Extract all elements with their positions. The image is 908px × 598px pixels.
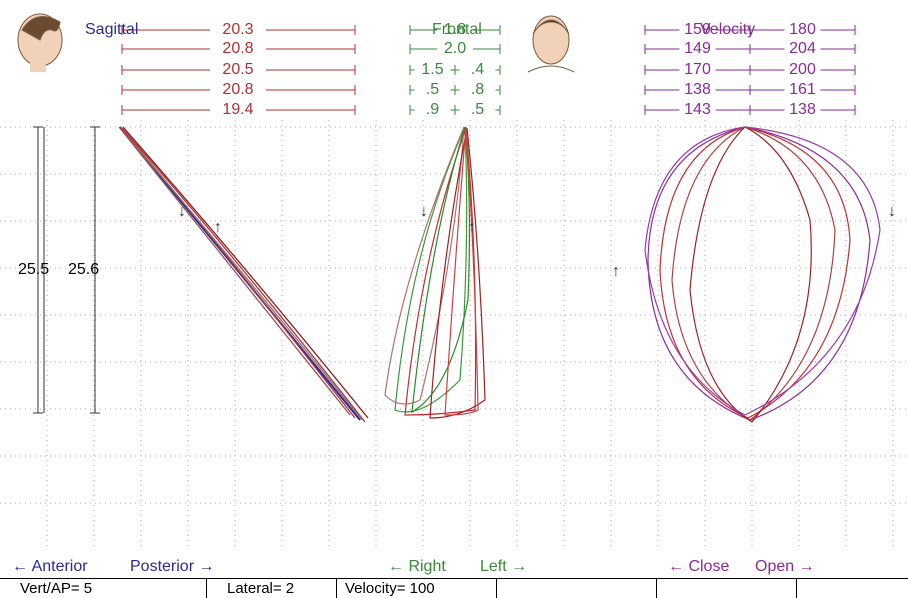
label-bg [414,61,451,79]
vertical-bars [33,126,100,414]
label-bg [210,61,266,79]
velocity-value: 138 [684,81,711,98]
svg-text:↑: ↑ [214,219,222,236]
tracking-view: 25.5 25.6 ↓ ↑ ↓ ↑ ↑ ↓ ← Anterior Posterior →… [0,13,908,575]
sagittal-value: 20.3 [222,21,253,38]
sagittal-title: Sagittal [85,21,138,38]
sagittal-value: 20.8 [222,81,253,98]
label-bg [679,40,716,58]
frontal-value: 2.0 [444,40,466,57]
svg-text:↑: ↑ [612,263,620,280]
direction-label: Posterior → [130,558,214,575]
label-bg [459,61,496,79]
status-cell: Velocity= 100 [337,579,497,598]
svg-text:↓: ↓ [888,203,896,220]
velocity-value: 138 [789,101,816,118]
vertical-value: 25.5 [18,261,49,278]
velocity-value: 143 [684,101,711,118]
label-bg [437,21,473,39]
direction-label: Left → [480,558,527,575]
velocity-value: 180 [789,21,816,38]
frontal-value: .5 [471,101,484,118]
frontal-value: .5 [426,81,439,98]
sagittal-value: 20.8 [222,40,253,57]
front-face [527,15,575,73]
label-bg [679,101,716,119]
frontal-value: .4 [471,61,484,78]
sagittal-value: 19.4 [222,101,253,118]
label-bg [459,81,496,99]
frontal-traces [384,126,486,419]
svg-text:↑: ↑ [468,219,476,236]
label-bg [784,101,821,119]
status-bar: Vert/AP= 5 Lateral= 2 Velocity= 100 [0,578,908,598]
status-cell [657,579,797,598]
velocity-title: Velocity [700,21,755,38]
direction-label: ← Close [668,558,729,575]
velocity-value: 204 [789,40,816,57]
velocity-value: 200 [789,61,816,78]
direction-label: ← Anterior [12,558,88,575]
label-bg [414,81,451,99]
velocity-traces [644,126,881,423]
label-bg [784,21,821,39]
frontal-value: 1.5 [421,61,443,78]
label-bg [784,40,821,58]
label-bg [210,40,266,58]
label-bg [210,21,266,39]
velocity-value: 149 [684,40,711,57]
status-cell [497,579,657,598]
svg-text:↓: ↓ [420,203,428,220]
label-bg [437,40,473,58]
grid [0,120,908,550]
label-bg [679,81,716,99]
label-bg [784,81,821,99]
frontal-value: 1.8 [444,21,466,38]
frontal-value: .9 [426,101,439,118]
svg-text:↓: ↓ [178,203,186,220]
sagittal-value: 20.5 [222,61,253,78]
label-bg [210,81,266,99]
sagittal-traces [118,126,369,423]
status-cell: Lateral= 2 [207,579,337,598]
label-bg [679,61,716,79]
direction-arrows: ↓ ↑ ↓ ↑ ↑ ↓ [178,203,896,280]
velocity-value: 170 [684,61,711,78]
frontal-value: .8 [471,81,484,98]
profile-face [17,13,63,72]
label-bg [210,101,266,119]
frontal-title: Frontal [432,21,482,38]
label-bg [784,61,821,79]
status-cell: Vert/AP= 5 [0,579,207,598]
direction-label: Open → [755,558,815,575]
vertical-value: 25.6 [68,261,99,278]
direction-label: ← Right [388,558,446,575]
label-bg [414,101,451,119]
velocity-value: 161 [789,81,816,98]
velocity-value: 159 [684,21,711,38]
label-bg [459,101,496,119]
label-bg [679,21,716,39]
